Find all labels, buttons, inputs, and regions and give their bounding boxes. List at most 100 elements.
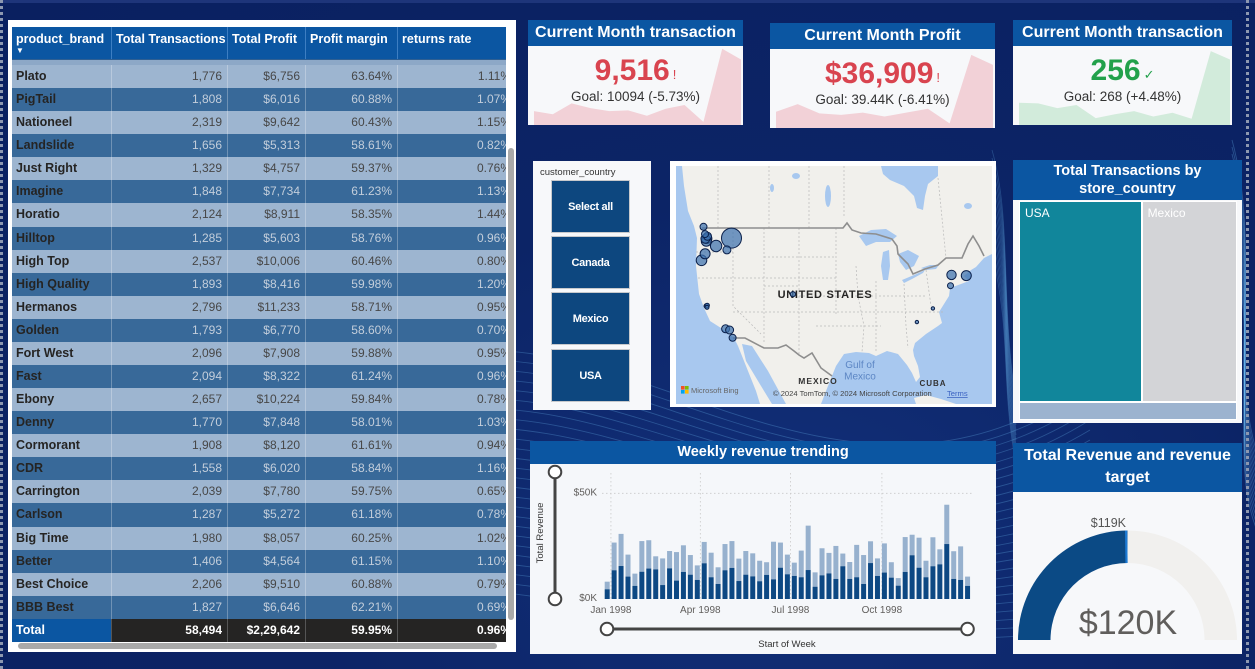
column-header-profit-margin[interactable]: Profit margin: [305, 27, 397, 59]
bar-week-44-upper[interactable]: [902, 537, 908, 572]
bar-week-29-upper[interactable]: [798, 550, 804, 578]
bar-week-22-upper[interactable]: [750, 553, 756, 577]
bar-week-53-lower[interactable]: [965, 585, 971, 599]
x-range-slider-handle-start[interactable]: [599, 621, 615, 637]
bar-week-39-upper[interactable]: [868, 541, 874, 564]
map-terms-link[interactable]: Terms: [947, 389, 968, 398]
treemap-tile-mexico[interactable]: Mexico: [1141, 201, 1237, 402]
bar-week-34-lower[interactable]: [833, 578, 839, 599]
map-bubble[interactable]: [709, 239, 723, 253]
bar-week-13-upper[interactable]: [687, 555, 693, 575]
map-bubble[interactable]: [930, 306, 936, 311]
bar-week-1-upper[interactable]: [604, 581, 610, 590]
bar-week-6-upper[interactable]: [639, 541, 645, 572]
y-range-slider-handle-min[interactable]: [547, 591, 563, 607]
bar-week-48-upper[interactable]: [930, 537, 936, 567]
bar-week-18-lower[interactable]: [722, 570, 728, 599]
bar-week-17-upper[interactable]: [715, 567, 721, 584]
bar-week-24-lower[interactable]: [764, 574, 770, 599]
slicer-option-usa[interactable]: USA: [551, 349, 630, 402]
bar-week-42-upper[interactable]: [888, 562, 894, 578]
bar-week-37-lower[interactable]: [854, 577, 860, 599]
map-bubble[interactable]: [704, 304, 710, 310]
bar-week-46-upper[interactable]: [916, 537, 922, 568]
slicer-option-select-all[interactable]: Select all: [551, 180, 630, 233]
bar-week-5-upper[interactable]: [632, 573, 638, 586]
bar-week-28-upper[interactable]: [791, 562, 797, 576]
bar-week-18-upper[interactable]: [722, 544, 728, 571]
bar-week-9-upper[interactable]: [660, 558, 666, 586]
bar-week-29-lower[interactable]: [798, 577, 804, 599]
vertical-scrollbar[interactable]: [508, 148, 514, 620]
bar-week-52-upper[interactable]: [958, 546, 964, 580]
bar-week-36-upper[interactable]: [847, 562, 853, 579]
bar-week-28-lower[interactable]: [791, 575, 797, 599]
bar-week-15-lower[interactable]: [701, 563, 707, 599]
bar-week-46-lower[interactable]: [916, 567, 922, 599]
bar-week-1-lower[interactable]: [604, 589, 610, 599]
horizontal-scrollbar[interactable]: [18, 643, 497, 649]
bar-week-16-upper[interactable]: [708, 552, 714, 578]
bar-week-35-lower[interactable]: [840, 566, 846, 599]
bar-week-6-lower[interactable]: [639, 571, 645, 599]
column-header-product-brand[interactable]: product_brand ▼: [12, 27, 111, 59]
bar-week-50-upper[interactable]: [944, 504, 950, 545]
bar-week-40-lower[interactable]: [874, 575, 880, 599]
bar-week-36-lower[interactable]: [847, 578, 853, 599]
bar-week-3-lower[interactable]: [618, 566, 624, 599]
bar-week-14-upper[interactable]: [694, 565, 700, 580]
bar-week-39-lower[interactable]: [868, 563, 874, 599]
bar-week-7-lower[interactable]: [646, 568, 652, 599]
bar-week-40-upper[interactable]: [874, 558, 880, 576]
treemap-tile-usa[interactable]: USA: [1019, 201, 1142, 402]
bar-week-5-lower[interactable]: [632, 585, 638, 599]
bar-week-22-lower[interactable]: [750, 576, 756, 599]
map-bubble[interactable]: [960, 270, 972, 282]
bar-week-20-upper[interactable]: [736, 558, 742, 582]
bar-week-8-lower[interactable]: [653, 569, 659, 599]
x-range-slider-handle-end[interactable]: [960, 621, 975, 637]
bar-week-19-upper[interactable]: [729, 541, 735, 568]
bar-week-45-lower[interactable]: [909, 555, 915, 599]
column-header-returns-rate[interactable]: returns rate: [397, 27, 506, 59]
bar-week-42-lower[interactable]: [888, 577, 894, 599]
bar-week-2-upper[interactable]: [611, 542, 617, 571]
bar-week-41-lower[interactable]: [881, 572, 887, 599]
bar-week-3-upper[interactable]: [618, 533, 624, 567]
bar-week-25-lower[interactable]: [771, 579, 777, 599]
bar-week-53-upper[interactable]: [965, 576, 971, 586]
bar-week-50-lower[interactable]: [944, 544, 950, 599]
bar-week-4-lower[interactable]: [625, 576, 631, 599]
bar-week-31-upper[interactable]: [812, 572, 818, 587]
bar-week-21-lower[interactable]: [743, 574, 749, 599]
treemap-tile-3[interactable]: [1019, 401, 1237, 420]
bar-week-41-upper[interactable]: [881, 543, 887, 573]
bar-week-37-upper[interactable]: [854, 544, 860, 578]
map-bubble[interactable]: [789, 291, 797, 298]
bar-week-26-upper[interactable]: [777, 542, 783, 568]
map-bubble[interactable]: [699, 222, 708, 231]
bar-week-23-lower[interactable]: [757, 581, 763, 599]
bar-week-43-upper[interactable]: [895, 578, 901, 586]
bar-week-44-lower[interactable]: [902, 571, 908, 599]
bar-week-17-lower[interactable]: [715, 583, 721, 599]
bar-week-43-lower[interactable]: [895, 585, 901, 599]
bar-week-9-lower[interactable]: [660, 585, 666, 599]
bar-week-11-upper[interactable]: [674, 552, 679, 581]
bar-week-27-lower[interactable]: [784, 574, 790, 599]
y-range-slider-handle-max[interactable]: [547, 464, 563, 480]
bubble-map[interactable]: UNITED STATES Gulf of Mexico MEXICO CUBA…: [676, 166, 992, 404]
